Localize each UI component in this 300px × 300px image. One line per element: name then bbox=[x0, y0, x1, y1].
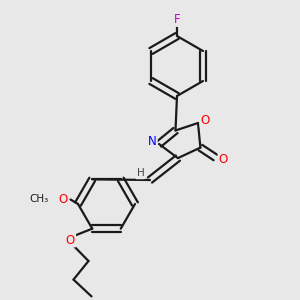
Text: CH₃: CH₃ bbox=[29, 194, 49, 204]
Text: O: O bbox=[58, 193, 68, 206]
Text: O: O bbox=[66, 233, 75, 247]
Text: N: N bbox=[148, 135, 157, 148]
Text: O: O bbox=[201, 113, 210, 127]
Text: F: F bbox=[174, 13, 180, 26]
Text: O: O bbox=[219, 153, 228, 167]
Text: H: H bbox=[136, 168, 144, 178]
